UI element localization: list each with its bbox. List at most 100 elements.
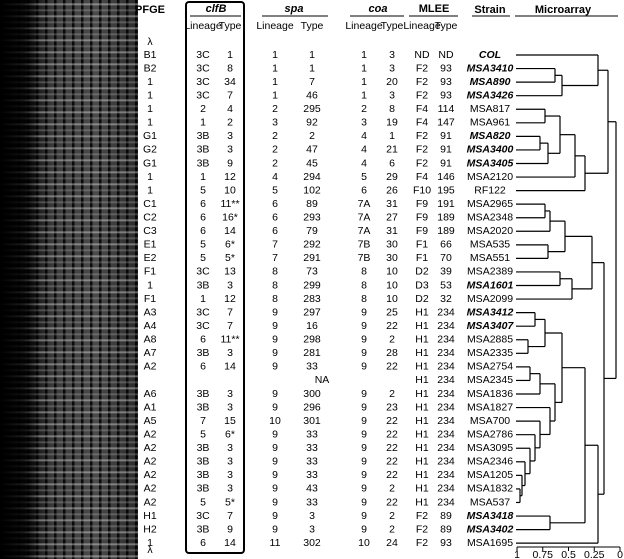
mlee-cell: F2 bbox=[416, 76, 428, 88]
mlee-cell: 146 bbox=[437, 171, 455, 183]
coa-cell: 2 bbox=[389, 510, 395, 522]
mlee-cell: ND bbox=[414, 49, 430, 61]
pfge-cell: A2 bbox=[144, 496, 157, 508]
mlee-cell: F2 bbox=[416, 537, 428, 549]
clfb-cell: 1 bbox=[200, 293, 206, 305]
strain-cell: MSA2335 bbox=[467, 347, 513, 359]
strain-cell: MSA1832 bbox=[467, 483, 513, 495]
mlee-cell: 234 bbox=[437, 374, 455, 386]
pfge-cell: C3 bbox=[143, 225, 157, 237]
pfge-cell: G1 bbox=[143, 157, 157, 169]
clfb-cell: 3 bbox=[227, 469, 233, 481]
lineage-header: Lineage bbox=[184, 20, 222, 32]
pfge-cell: H2 bbox=[143, 523, 157, 535]
type-header: Type bbox=[219, 20, 242, 32]
mlee-cell: 234 bbox=[437, 361, 455, 373]
strain-header: Strain bbox=[474, 4, 505, 16]
coa-cell: 22 bbox=[386, 320, 398, 332]
pfge-cell: G1 bbox=[143, 130, 157, 142]
coa-cell: 24 bbox=[386, 537, 398, 549]
spa-cell: 1 bbox=[309, 49, 315, 61]
mlee-cell: 195 bbox=[437, 184, 455, 196]
strain-cell: MSA3402 bbox=[467, 523, 514, 535]
spa-cell: 7 bbox=[272, 252, 278, 264]
spa-cell: 1 bbox=[272, 49, 278, 61]
coa-cell: 23 bbox=[386, 401, 398, 413]
mlee-cell: H1 bbox=[415, 428, 429, 440]
clfb-cell: 6 bbox=[200, 537, 206, 549]
mlee-cell: F2 bbox=[416, 510, 428, 522]
spa-cell: 281 bbox=[303, 347, 321, 359]
coa-cell: 7B bbox=[358, 239, 371, 251]
mlee-cell: ND bbox=[438, 49, 454, 61]
spa-cell: 9 bbox=[272, 334, 278, 346]
axis-tick-label: 0.5 bbox=[561, 549, 576, 559]
coa-cell: 21 bbox=[386, 144, 398, 156]
spa-cell: 297 bbox=[303, 306, 321, 318]
clfb-cell: 3 bbox=[227, 456, 233, 468]
clfb-cell: 3B bbox=[197, 388, 210, 400]
clfb-cell: 3B bbox=[197, 144, 210, 156]
mlee-cell: 234 bbox=[437, 401, 455, 413]
spa-cell: 301 bbox=[303, 415, 321, 427]
pfge-cell: F1 bbox=[144, 266, 156, 278]
clfb-cell: 3C bbox=[196, 49, 210, 61]
spa-cell: 299 bbox=[303, 279, 321, 291]
coa-cell: 22 bbox=[386, 496, 398, 508]
mlee-cell: H1 bbox=[415, 483, 429, 495]
mlee-cell: 93 bbox=[440, 62, 452, 74]
spa-cell: 2 bbox=[272, 130, 278, 142]
spa-cell: 2 bbox=[272, 144, 278, 156]
clfb-cell: 9 bbox=[227, 523, 233, 535]
pfge-cell: B2 bbox=[144, 62, 157, 74]
mlee-cell: H1 bbox=[415, 401, 429, 413]
strain-cell: MSA1827 bbox=[467, 401, 513, 413]
pfge-cell: A2 bbox=[144, 456, 157, 468]
pfge-cell: 1 bbox=[147, 76, 153, 88]
mlee-cell: F4 bbox=[416, 117, 428, 129]
spa-cell: 3 bbox=[309, 510, 315, 522]
spa-cell: 283 bbox=[303, 293, 321, 305]
pfge-cell: E1 bbox=[144, 239, 157, 251]
coa-cell: 4 bbox=[361, 144, 367, 156]
coa-cell: 9 bbox=[361, 469, 367, 481]
spa-cell: 9 bbox=[272, 442, 278, 454]
spa-cell: 9 bbox=[272, 496, 278, 508]
spa-cell: 300 bbox=[303, 388, 321, 400]
clfb-cell: 7 bbox=[227, 89, 233, 101]
coa-cell: 28 bbox=[386, 347, 398, 359]
mlee-cell: D2 bbox=[415, 266, 429, 278]
spa-cell: 2 bbox=[272, 103, 278, 115]
clfb-cell: 4 bbox=[227, 103, 233, 115]
mlee-cell: 89 bbox=[440, 523, 452, 535]
mlee-cell: H1 bbox=[415, 374, 429, 386]
clfb-cell: 14 bbox=[224, 361, 236, 373]
strain-cell: MSA2346 bbox=[467, 456, 513, 468]
microarray-header: Microarray bbox=[535, 4, 592, 16]
coa-cell: 8 bbox=[361, 279, 367, 291]
spa-cell: 10 bbox=[269, 415, 281, 427]
coa-cell: 22 bbox=[386, 361, 398, 373]
mlee-cell: 234 bbox=[437, 442, 455, 454]
clfb-cell: 3B bbox=[197, 157, 210, 169]
clfb-cell: 3B bbox=[197, 401, 210, 413]
coa-cell: 22 bbox=[386, 415, 398, 427]
clfb-cell: 3B bbox=[197, 469, 210, 481]
mlee-cell: 39 bbox=[440, 266, 452, 278]
strain-cell: MSA3412 bbox=[467, 306, 514, 318]
lineage-header: Lineage bbox=[345, 20, 383, 32]
clfb-cell: 1 bbox=[227, 49, 233, 61]
mlee-cell: F4 bbox=[416, 103, 428, 115]
coa-cell: 8 bbox=[361, 293, 367, 305]
type-header: Type bbox=[301, 20, 324, 32]
mlee-cell: 234 bbox=[437, 469, 455, 481]
strain-cell: MSA2389 bbox=[467, 266, 513, 278]
mlee-cell: H1 bbox=[415, 306, 429, 318]
strain-cell: MSA2786 bbox=[467, 428, 513, 440]
mlee-cell: 234 bbox=[437, 320, 455, 332]
strain-cell: MSA2099 bbox=[467, 293, 513, 305]
mlee-cell: F1 bbox=[416, 239, 428, 251]
spa-cell: 33 bbox=[306, 496, 318, 508]
mlee-cell: 89 bbox=[440, 510, 452, 522]
spa-cell: 1 bbox=[272, 89, 278, 101]
